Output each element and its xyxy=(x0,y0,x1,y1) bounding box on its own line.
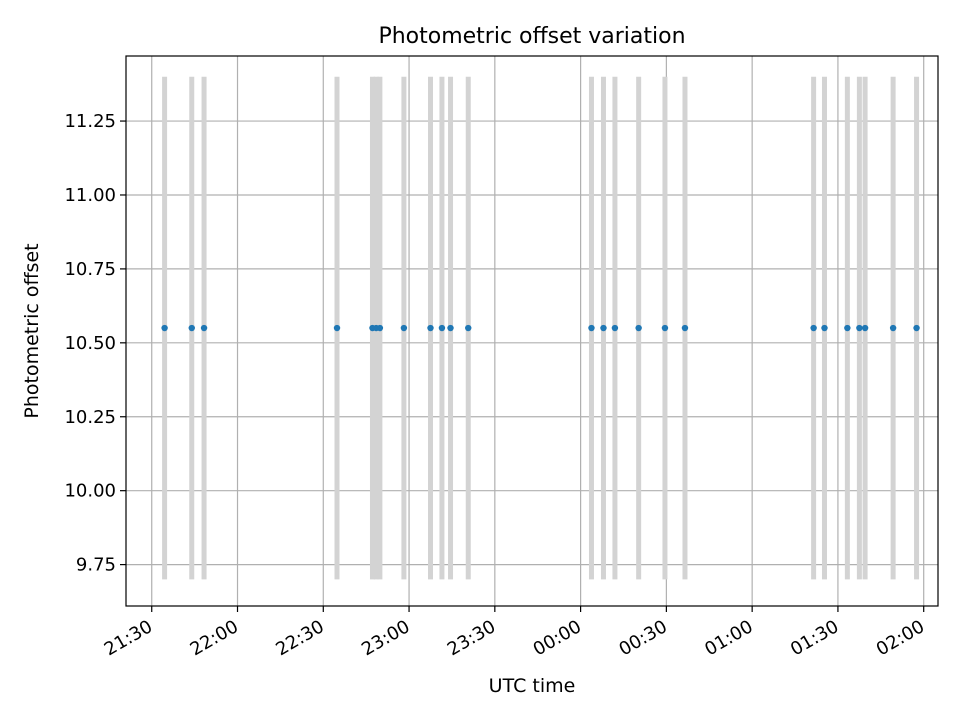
y-tick-label: 11.00 xyxy=(64,185,116,206)
data-point xyxy=(889,324,897,332)
data-point xyxy=(427,324,434,332)
y-axis-ticks: 9.75 10.00 10.25 10.50 10.75 11.00 11.25 xyxy=(64,111,126,576)
x-axis-label: UTC time xyxy=(489,675,576,697)
data-point xyxy=(600,324,607,332)
data-point xyxy=(188,324,195,332)
y-tick-label: 10.75 xyxy=(64,259,116,280)
data-point xyxy=(438,324,446,332)
data-point xyxy=(861,324,869,332)
data-point xyxy=(844,324,851,332)
data-point xyxy=(661,324,669,332)
data-point xyxy=(635,324,642,332)
data-point xyxy=(821,324,828,332)
data-point xyxy=(588,324,595,332)
y-tick-label: 10.50 xyxy=(64,333,116,354)
y-tick-label: 11.25 xyxy=(64,111,116,132)
data-point xyxy=(611,324,619,332)
point-layer xyxy=(161,324,920,332)
data-point xyxy=(161,324,168,332)
plot-frame xyxy=(125,55,939,607)
data-point xyxy=(913,324,920,332)
data-point xyxy=(400,324,408,332)
chart-title: Photometric offset variation xyxy=(378,24,685,49)
data-point xyxy=(333,324,341,332)
y-axis-label: Photometric offset xyxy=(21,243,43,418)
y-tick-label: 10.00 xyxy=(64,481,116,502)
grid-layer xyxy=(126,56,938,606)
y-tick-label: 10.25 xyxy=(64,407,116,428)
data-point xyxy=(810,324,817,332)
data-point xyxy=(856,324,863,332)
data-point xyxy=(681,324,689,332)
data-point xyxy=(465,324,472,332)
data-point xyxy=(376,324,384,332)
data-point xyxy=(200,324,208,332)
y-tick-label: 9.75 xyxy=(76,555,116,576)
data-point xyxy=(447,324,454,332)
